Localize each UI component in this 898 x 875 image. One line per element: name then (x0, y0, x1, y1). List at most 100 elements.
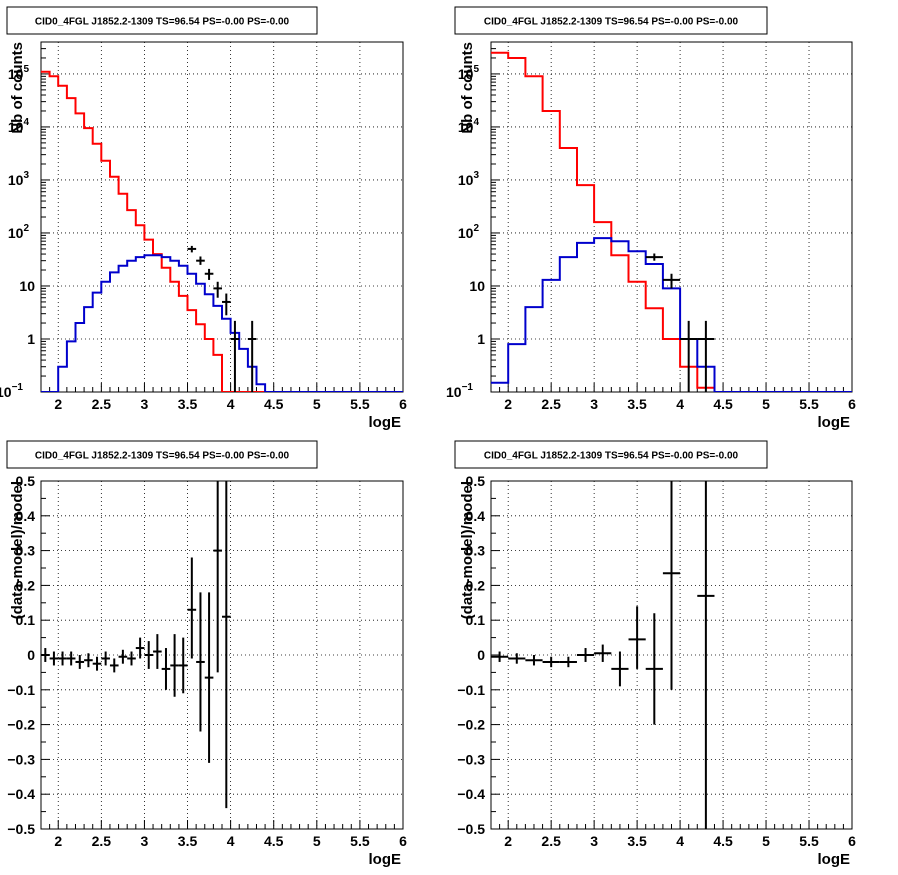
x-tick-label: 4.5 (713, 396, 733, 412)
y-tick-label: 103 (8, 170, 30, 188)
y-tick-label: −0.2 (457, 717, 485, 733)
y-axis-title: (data-model)/model (459, 481, 476, 619)
y-tick-label: 1 (477, 331, 485, 347)
y-tick-label: 0.4 (466, 508, 486, 524)
y-tick-label: 0.5 (466, 473, 486, 489)
x-tick-label: 2.5 (92, 833, 112, 849)
x-tick-label: 2.5 (541, 833, 561, 849)
data-point (213, 481, 222, 673)
data-point (222, 481, 231, 809)
data-point (611, 651, 629, 687)
y-tick-label: 0.1 (466, 612, 486, 628)
x-tick-label: 5 (762, 396, 770, 412)
x-tick-label: 5.5 (350, 833, 370, 849)
chart-bottom-left: CID0_4FGL J1852.2-1309 TS=96.54 PS=-0.00… (6, 440, 407, 868)
y-tick-exponent: 3 (473, 170, 479, 181)
x-tick-label: 4 (227, 396, 235, 412)
chart-title-box (454, 440, 768, 469)
y-tick-label: −0.4 (457, 786, 485, 802)
y-axis-title: Nb of counts (9, 42, 26, 134)
data-point (559, 656, 577, 668)
data-point (49, 651, 59, 666)
data-point (525, 655, 543, 666)
chart-top-left: CID0_4FGL J1852.2-1309 TS=96.54 PS=-0.00… (0, 6, 407, 431)
x-axis-title: logE (369, 414, 402, 431)
data-point (118, 649, 128, 664)
data-point (66, 651, 76, 666)
x-tick-label: 3 (141, 396, 149, 412)
x-tick-label: 3.5 (178, 396, 198, 412)
y-tick-label: 10 (19, 278, 35, 294)
y-tick-label: 10−1 (0, 382, 23, 400)
series-source-model (491, 237, 852, 392)
data-point (247, 320, 257, 392)
data-point (109, 658, 119, 673)
chart-top-right: CID0_4FGL J1852.2-1309 TS=96.54 PS=-0.00… (446, 6, 856, 431)
x-tick-label: 2 (54, 833, 62, 849)
data-point (58, 651, 67, 666)
y-tick-exponent: 4 (23, 117, 29, 128)
x-tick-label: 6 (399, 833, 407, 849)
y-tick-exponent: 2 (473, 223, 479, 234)
x-tick-label: 4.5 (713, 833, 733, 849)
y-tick-exponent: 3 (23, 170, 29, 181)
data-point (135, 637, 145, 659)
chart-title-box (6, 6, 318, 35)
y-tick-exponent: 5 (473, 64, 479, 75)
data-point (628, 606, 646, 669)
data-point (204, 268, 214, 280)
y-tick-label: 0.3 (16, 543, 36, 559)
series-total-model (491, 51, 852, 392)
y-tick-label: 0 (477, 647, 485, 663)
data-point (144, 641, 154, 669)
data-point (645, 253, 663, 261)
x-tick-label: 3 (590, 833, 598, 849)
data-point (101, 651, 110, 666)
data-point (222, 293, 231, 316)
x-tick-label: 2 (504, 396, 512, 412)
data-point (153, 634, 162, 669)
x-tick-label: 3.5 (627, 833, 647, 849)
y-axis-title: (data-model)/model (9, 481, 26, 619)
y-tick-label: −0.4 (7, 786, 35, 802)
y-tick-label: 0.4 (16, 508, 36, 524)
x-tick-label: 5 (762, 833, 770, 849)
x-axis-title: logE (818, 851, 851, 868)
y-tick-label: 10−1 (446, 382, 473, 400)
data-point (645, 613, 663, 725)
x-tick-label: 3.5 (627, 396, 647, 412)
data-point (662, 273, 681, 289)
x-tick-label: 6 (399, 396, 407, 412)
series-source-model (41, 254, 403, 392)
x-tick-label: 5 (313, 833, 321, 849)
y-tick-exponent: −1 (12, 382, 24, 393)
data-point (84, 653, 93, 668)
y-tick-label: 0 (27, 647, 35, 663)
y-tick-label: −0.5 (457, 821, 485, 837)
plot-frame (40, 41, 404, 393)
y-tick-label: 0.1 (16, 612, 36, 628)
chart-title-box (6, 440, 318, 469)
chart-title: CID0_4FGL J1852.2-1309 TS=96.54 PS=-0.00… (35, 17, 290, 28)
x-tick-label: 4.5 (264, 833, 284, 849)
x-tick-label: 6 (848, 396, 856, 412)
x-tick-label: 4.5 (264, 396, 284, 412)
x-axis-title: logE (369, 851, 402, 868)
data-point (662, 481, 681, 690)
y-tick-label: 0.2 (466, 577, 486, 593)
chart-title: CID0_4FGL J1852.2-1309 TS=96.54 PS=-0.00… (484, 17, 739, 28)
x-tick-label: 2 (504, 833, 512, 849)
x-tick-label: 5.5 (350, 396, 370, 412)
x-tick-label: 2.5 (541, 396, 561, 412)
y-tick-label: 102 (8, 223, 30, 241)
chart-bottom-right: CID0_4FGL J1852.2-1309 TS=96.54 PS=-0.00… (454, 440, 856, 868)
data-point (161, 648, 171, 690)
y-tick-label: −0.3 (457, 751, 485, 767)
y-tick-label: 10 (469, 278, 485, 294)
y-tick-exponent: 2 (23, 223, 29, 234)
data-point (178, 637, 188, 694)
chart-title: CID0_4FGL J1852.2-1309 TS=96.54 PS=-0.00… (484, 451, 739, 462)
data-point (187, 245, 197, 253)
data-point (127, 651, 136, 666)
